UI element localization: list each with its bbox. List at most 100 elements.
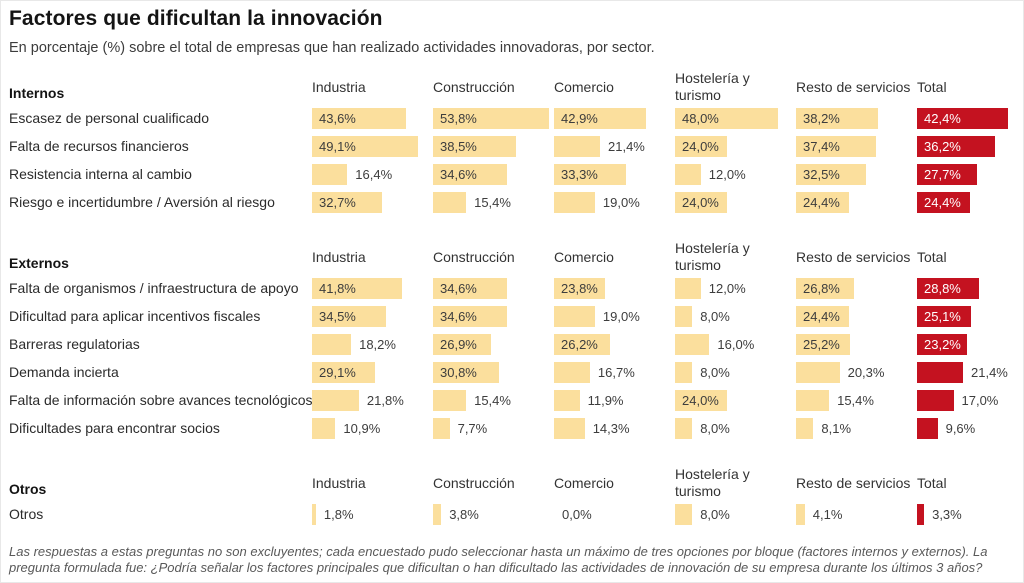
sector-bar: 49,1% [312,135,418,157]
value-label: 12,0% [708,166,746,182]
total-bar: 27,7% [917,163,977,185]
row-label: Demanda incierta [9,364,119,380]
value-label: 34,6% [440,280,477,296]
sector-cell: 24,4% [796,188,917,216]
sector-bar [554,417,585,439]
value-label: 48,0% [682,110,719,126]
value-label: 42,9% [561,110,598,126]
sector-cell: 8,0% [675,500,796,528]
sector-bar: 26,9% [433,333,491,355]
sector-cell: 1,8% [312,500,433,528]
value-label: 15,4% [474,392,511,408]
column-header-label: Comercio [554,474,614,491]
section-otros: Otros Industria Construcción Comercio Hostel… [9,466,1015,528]
value-label: 34,6% [440,166,477,182]
sector-bar [433,503,442,525]
sector-cell: 42,9% [554,104,675,132]
row-label: Dificultades para encontrar socios [9,420,220,436]
sector-cell: 41,8% [312,274,433,302]
sector-bar [433,417,450,439]
sector-bar [796,503,805,525]
total-cell: 24,4% [917,188,1015,216]
value-label: 16,0% [717,336,755,352]
value-label: 38,5% [440,138,477,154]
value-label: 29,1% [319,364,356,380]
value-label: 24,0% [682,194,719,210]
value-label: 25,1% [924,308,961,324]
value-label: 11,9% [587,392,624,408]
sector-cell: 29,1% [312,358,433,386]
sector-bar: 24,0% [675,135,727,157]
sector-cell: 25,2% [796,330,917,358]
total-cell: 27,7% [917,160,1015,188]
column-header-label: Industria [312,248,366,265]
column-header: Construcción [433,475,554,492]
value-label: 0,0% [562,506,592,522]
total-cell: 3,3% [917,500,1015,528]
sector-cell: 24,0% [675,188,796,216]
value-label: 32,7% [319,194,356,210]
row-label: Riesgo e incertidumbre / Aversión al rie… [9,194,275,210]
value-label: 3,8% [449,506,479,522]
chart-subtitle: En porcentaje (%) sobre el total de empr… [9,40,655,56]
sector-cell: 34,6% [433,160,554,188]
column-header-label: Resto de servicios [796,474,911,491]
value-label: 49,1% [319,138,356,154]
column-header: Resto de servicios [796,79,917,96]
value-label: 24,4% [803,308,840,324]
sector-cell: 4,1% [796,500,917,528]
sector-bar: 34,6% [433,277,508,299]
value-label: 23,8% [561,280,598,296]
table-row: Falta de organismos / infraestructura de… [9,274,1015,302]
row-label: Falta de información sobre avances tecno… [9,392,313,408]
sector-cell: 24,0% [675,132,796,160]
total-bar [917,503,925,525]
column-header-label: Industria [312,78,366,95]
sector-bar: 42,9% [554,107,647,129]
total-bar: 25,1% [917,305,971,327]
column-header-label: Resto de servicios [796,78,911,95]
value-label: 26,9% [440,336,477,352]
column-header-label: Comercio [554,78,614,95]
column-header: Construcción [433,249,554,266]
section-externos: Externos Industria Construcción Comercio Hos… [9,240,1015,442]
sector-cell: 12,0% [675,274,796,302]
sector-bar: 29,1% [312,361,375,383]
value-label: 7,7% [457,420,488,436]
value-label: 4,1% [812,506,843,522]
value-label: 26,2% [561,336,598,352]
column-header: Industria [312,79,433,96]
row-label: Falta de recursos financieros [9,138,189,154]
column-header-row: Internos Industria Construcción Comercio Hos… [9,70,1015,104]
sector-cell: 26,2% [554,330,675,358]
sector-bar [312,417,336,439]
value-label: 19,0% [602,194,640,210]
sector-cell: 0,0% [554,500,675,528]
value-label: 15,4% [474,194,511,210]
column-header: Resto de servicios [796,475,917,492]
column-header-label: Resto de servicios [796,248,911,265]
sector-bar [312,503,316,525]
total-cell: 21,4% [917,358,1015,386]
value-label: 14,3% [592,420,630,436]
column-header-label: Construcción [433,474,515,491]
column-header-label: Construcción [433,248,515,265]
sector-bar: 30,8% [433,361,500,383]
total-cell: 25,1% [917,302,1015,330]
value-label: 30,8% [440,364,477,380]
section-internos: Internos Industria Construcción Comercio Hos… [9,70,1015,216]
row-label: Dificultad para aplicar incentivos fisca… [9,308,261,324]
column-header: Construcción [433,79,554,96]
value-label: 18,2% [359,336,396,352]
sector-bar: 43,6% [312,107,406,129]
sector-cell: 34,5% [312,302,433,330]
sector-bar: 26,8% [796,277,854,299]
sector-bar [675,305,693,327]
sector-bar [675,163,701,185]
column-header-label: Total [917,78,947,95]
value-label: 20,3% [847,364,885,380]
sector-bar: 34,5% [312,305,387,327]
total-cell: 17,0% [917,386,1015,414]
sector-bar [312,333,352,355]
sector-cell: 8,1% [796,414,917,442]
